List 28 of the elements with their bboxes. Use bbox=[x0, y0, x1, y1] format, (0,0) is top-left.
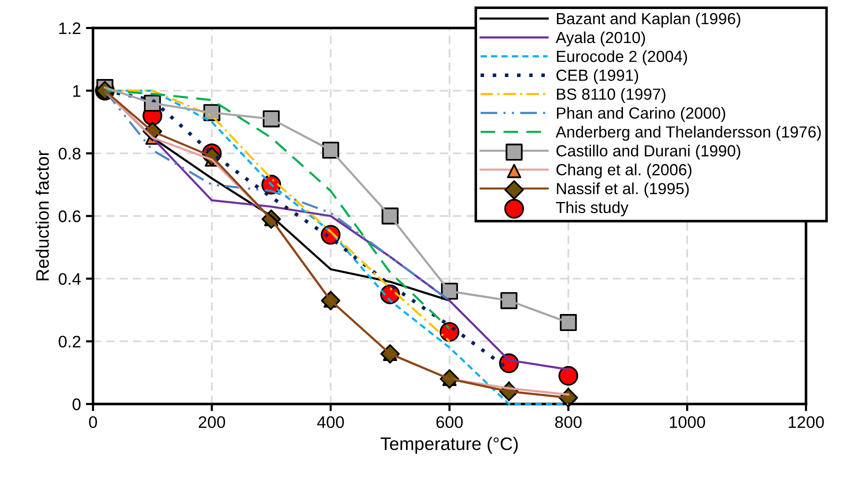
legend-label: Nassif et al. (1995) bbox=[556, 182, 689, 198]
y-tick-label: 0 bbox=[72, 398, 81, 410]
legend-label: Eurocode 2 (2004) bbox=[556, 50, 687, 66]
legend-label: Phan and Carino (2000) bbox=[556, 106, 726, 122]
y-tick-label: 0.8 bbox=[58, 148, 80, 160]
y-tick-label: 0.4 bbox=[58, 273, 81, 285]
x-tick-label: 400 bbox=[317, 416, 344, 428]
legend-label: Bazant and Kaplan (1996) bbox=[556, 12, 740, 28]
y-tick-label: 1 bbox=[73, 85, 80, 97]
y-tick-label: 0.6 bbox=[58, 210, 80, 222]
legend-label: BS 8110 (1997) bbox=[556, 88, 666, 103]
x-tick-label: 1000 bbox=[670, 416, 706, 428]
x-tick-label: 0 bbox=[89, 416, 97, 428]
y-tick-label: 0.2 bbox=[58, 336, 80, 348]
x-tick-label: 200 bbox=[198, 416, 226, 428]
legend-label: Anderberg and Thelandersson (1976) bbox=[556, 126, 821, 141]
x-axis-title: Temperature (°C) bbox=[380, 436, 518, 454]
y-axis-title: Reduction factor bbox=[36, 150, 49, 280]
legend-label: Castillo and Durani (1990) bbox=[556, 144, 740, 160]
legend-label: Chang et al. (2006) bbox=[556, 164, 692, 179]
x-tick-label: 800 bbox=[555, 416, 582, 428]
legend-label: CEB (1991) bbox=[556, 69, 638, 84]
y-tick-label: 1.2 bbox=[59, 22, 80, 34]
legend-label: This study bbox=[556, 201, 628, 216]
x-tick-label: 600 bbox=[436, 416, 463, 428]
x-tick-label: 1200 bbox=[788, 416, 824, 428]
point bbox=[558, 366, 578, 386]
legend-label: Ayala (2010) bbox=[556, 31, 645, 46]
